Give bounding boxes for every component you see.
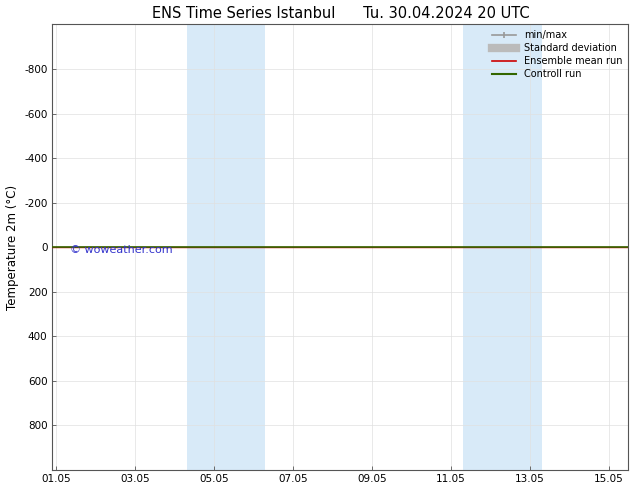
Text: © woweather.com: © woweather.com: [70, 245, 172, 255]
Bar: [463, 24, 541, 469]
Y-axis label: Temperature 2m (°C): Temperature 2m (°C): [6, 184, 18, 310]
Legend: min/max, Standard deviation, Ensemble mean run, Controll run: min/max, Standard deviation, Ensemble me…: [488, 26, 626, 83]
Title: ENS Time Series Istanbul      Tu. 30.04.2024 20 UTC: ENS Time Series Istanbul Tu. 30.04.2024 …: [152, 5, 529, 21]
Bar: [186, 24, 266, 469]
